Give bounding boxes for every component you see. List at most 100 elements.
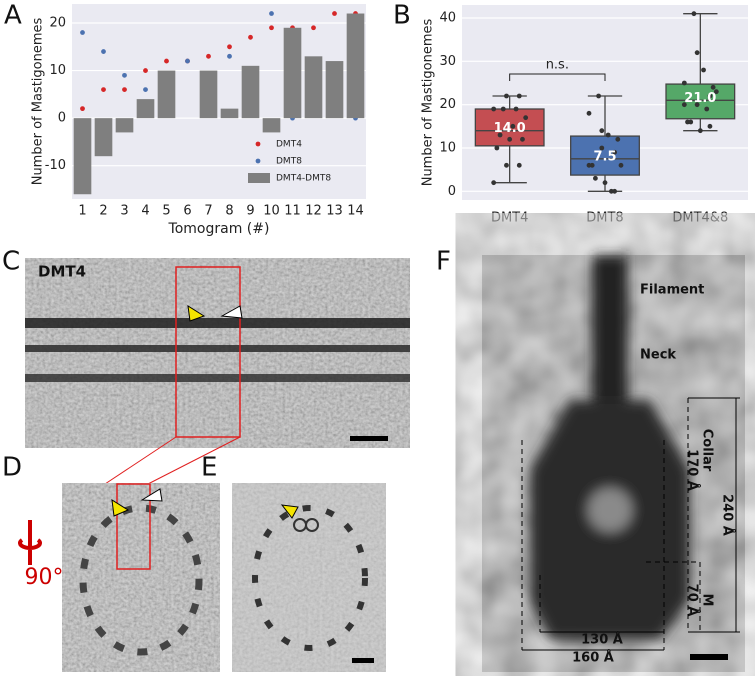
point (599, 145, 605, 151)
point (494, 145, 500, 151)
point (504, 162, 509, 168)
density (530, 255, 690, 640)
x-tick-label: 14 (347, 204, 364, 219)
rotate-icon (18, 520, 42, 565)
point (707, 123, 713, 129)
panel-letter: E (201, 453, 217, 483)
bar (94, 118, 113, 157)
y-tick-label: 30 (439, 54, 456, 69)
y-tick-label: 0 (58, 111, 66, 126)
bar (283, 27, 302, 119)
label: 70 Å (685, 584, 701, 617)
y-tick-label: -10 (45, 158, 66, 173)
point (332, 11, 337, 16)
x-tick-label: 6 (183, 204, 191, 219)
x-tick-label: 8 (225, 204, 233, 219)
x-tick-label: 1 (78, 204, 86, 219)
scale-bar (690, 654, 728, 660)
arrow (187, 305, 206, 322)
bar (220, 108, 239, 119)
point (510, 123, 516, 129)
y-tick-label: 10 (439, 141, 456, 156)
point (612, 188, 617, 194)
point (101, 87, 106, 93)
label: 170 Å (685, 449, 701, 491)
x-tick-label: 12 (305, 204, 322, 219)
arrow (140, 488, 163, 502)
box (175, 266, 241, 438)
point (520, 136, 525, 142)
panel-d: 90° (18, 483, 220, 672)
arrow (220, 305, 243, 319)
micrograph-texture (62, 483, 220, 672)
point (513, 106, 519, 112)
point (704, 106, 710, 112)
bar (157, 70, 176, 119)
box (570, 135, 640, 176)
arrow (111, 499, 130, 517)
point (681, 80, 687, 86)
point (593, 175, 598, 181)
panel-letter: D (2, 453, 22, 483)
bar (346, 13, 365, 119)
y-tick-label: 20 (49, 16, 66, 31)
bar (325, 61, 344, 119)
point (516, 162, 522, 168)
label: Collar (700, 429, 715, 472)
point (80, 106, 85, 112)
point (694, 102, 700, 108)
y-tick-label: 10 (49, 63, 66, 78)
point (122, 72, 127, 78)
y-axis-label: Number of Mastigonemes (31, 17, 46, 185)
value-label: 21.0 (684, 91, 716, 106)
label: 160 Å (572, 650, 614, 666)
x-tick-label: 3 (120, 204, 128, 219)
point (143, 68, 148, 73)
point (143, 87, 148, 93)
scale-bar (352, 658, 374, 663)
point (507, 136, 513, 142)
point (586, 110, 592, 116)
x-tick-label: 11 (284, 204, 301, 219)
point (248, 34, 253, 40)
point (586, 162, 592, 168)
point (707, 93, 713, 99)
y-axis-label: Number of Mastigonemes (421, 18, 436, 186)
point (697, 128, 703, 134)
panel-c: DMT4 (25, 258, 410, 485)
x-tick-label: 10 (263, 204, 280, 219)
bar (73, 118, 92, 195)
point (227, 44, 232, 50)
point (710, 84, 716, 90)
panel-e (232, 483, 386, 672)
point (516, 93, 522, 99)
value-label: 14.0 (494, 121, 526, 136)
doublet-band (25, 318, 410, 328)
legend-swatch (248, 173, 270, 183)
point (500, 106, 506, 112)
point (701, 67, 706, 73)
panel-f: Filament Neck Collar 170 Å 240 Å M 70 Å … (482, 255, 745, 672)
point (491, 106, 497, 112)
point (206, 53, 211, 59)
y-tick-label: 0 (448, 184, 456, 199)
x-tick-label: DMT8 (586, 211, 623, 226)
legend-swatch (255, 158, 261, 164)
point (596, 93, 601, 99)
point (602, 180, 608, 186)
scale-bar (350, 436, 388, 441)
label: Filament (640, 283, 704, 298)
doublet-band (25, 374, 410, 382)
panel-letter: F (436, 247, 451, 277)
box (116, 483, 151, 570)
point (681, 102, 687, 108)
x-tick-label: 13 (326, 204, 343, 219)
zoom-line (147, 436, 241, 485)
doublet (305, 518, 319, 532)
label: 130 Å (581, 632, 623, 648)
point (605, 132, 611, 138)
y-tick-label: 40 (439, 11, 456, 26)
